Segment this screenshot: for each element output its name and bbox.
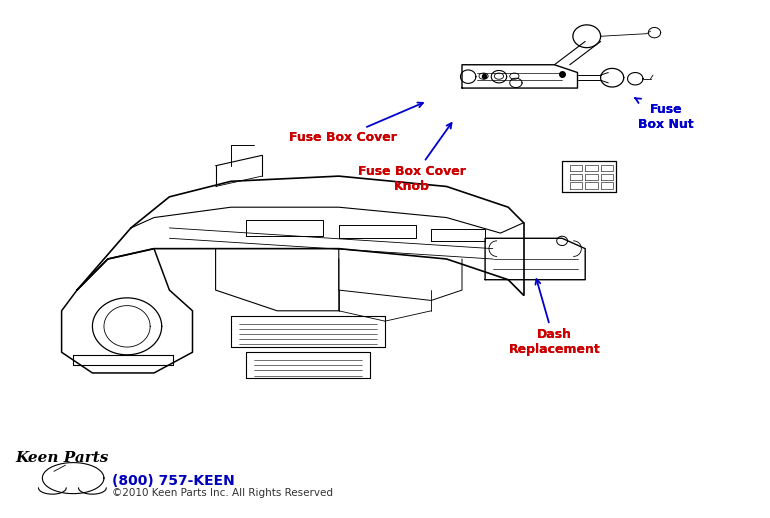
Text: Keen Parts: Keen Parts [15,451,109,466]
Text: (800) 757-KEEN: (800) 757-KEEN [112,473,234,488]
Text: Fuse
Box Nut: Fuse Box Nut [638,103,694,131]
Text: Fuse Box Cover: Fuse Box Cover [289,103,423,144]
Text: Dash
Replacement: Dash Replacement [508,279,601,356]
Text: Fuse
Box Nut: Fuse Box Nut [635,98,694,131]
Text: Fuse Box Cover
Knob: Fuse Box Cover Knob [358,165,466,193]
Text: Dash
Replacement: Dash Replacement [508,328,601,356]
Text: ©2010 Keen Parts Inc. All Rights Reserved: ©2010 Keen Parts Inc. All Rights Reserve… [112,488,333,498]
Text: Fuse Box Cover
Knob: Fuse Box Cover Knob [358,123,466,193]
Text: Fuse Box Cover: Fuse Box Cover [289,131,397,144]
